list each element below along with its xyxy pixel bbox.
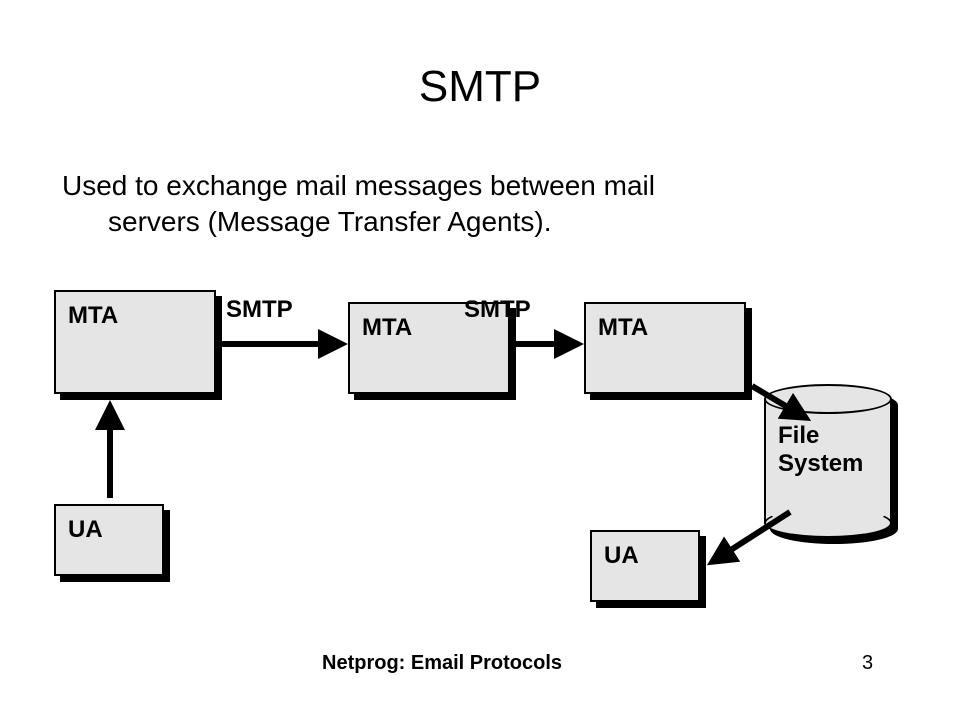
node-label-mta3: MTA [584, 302, 746, 394]
node-fs: FileSystem [764, 384, 898, 544]
subtitle-line1: Used to exchange mail messages between m… [62, 168, 655, 204]
node-mta1: MTA [54, 290, 222, 400]
slide: SMTP Used to exchange mail messages betw… [0, 0, 960, 720]
edge-label-mta2-mta3: SMTP [464, 296, 531, 324]
node-label-mta1: MTA [54, 290, 216, 394]
node-ua1: UA [54, 504, 170, 582]
node-ua2: UA [590, 530, 706, 608]
node-label-ua2: UA [590, 530, 700, 602]
edge-label-mta1-mta2: SMTP [226, 296, 293, 324]
footer-text: Netprog: Email Protocols [322, 652, 562, 675]
page-number: 3 [862, 652, 873, 675]
node-mta3: MTA [584, 302, 752, 400]
slide-title: SMTP [0, 62, 960, 112]
node-label-ua1: UA [54, 504, 164, 576]
slide-subtitle: Used to exchange mail messages between m… [62, 168, 655, 240]
subtitle-line2: servers (Message Transfer Agents). [62, 204, 655, 240]
node-label-fs: FileSystem [778, 422, 863, 477]
